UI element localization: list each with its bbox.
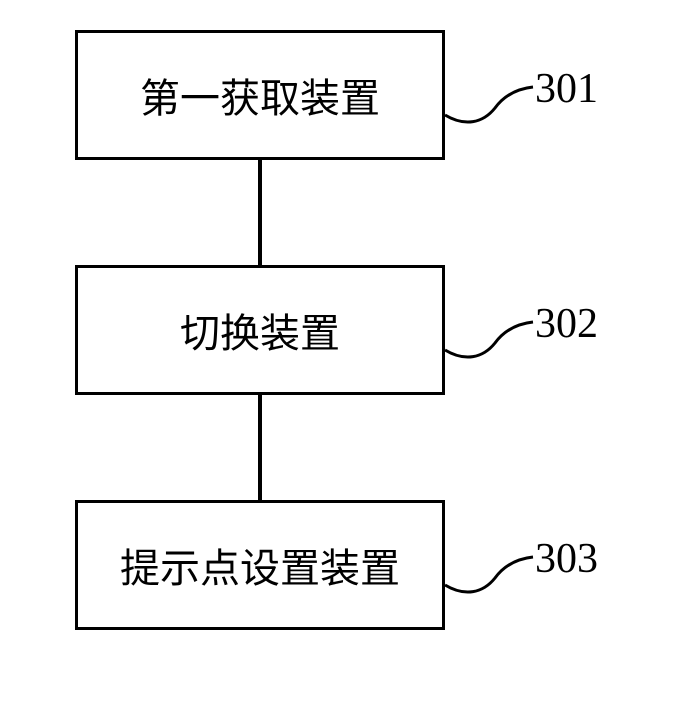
node-label: 切换装置 (180, 301, 340, 359)
node-first-acquire-device: 第一获取装置 (75, 30, 445, 160)
ref-label-301: 301 (535, 65, 598, 113)
leader-line (445, 320, 535, 365)
connector (258, 160, 262, 265)
ref-label-302: 302 (535, 300, 598, 348)
node-switch-device: 切换装置 (75, 265, 445, 395)
connector (258, 395, 262, 500)
leader-line (445, 555, 535, 600)
node-label: 提示点设置装置 (120, 536, 400, 594)
node-label: 第一获取装置 (140, 66, 380, 124)
node-prompt-point-setting-device: 提示点设置装置 (75, 500, 445, 630)
ref-label-303: 303 (535, 535, 598, 583)
leader-line (445, 85, 535, 130)
diagram-canvas: 第一获取装置 301 切换装置 302 提示点设置装置 303 (0, 0, 694, 708)
